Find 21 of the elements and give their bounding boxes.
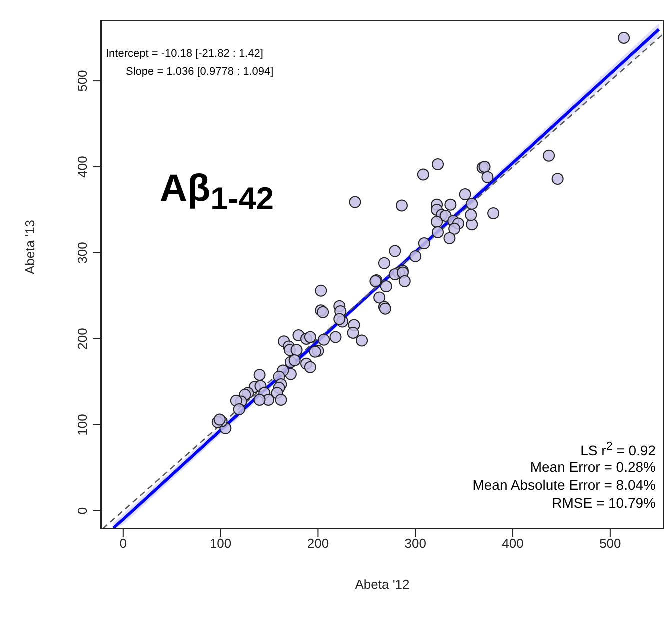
- y-axis-title: Abeta '13: [22, 220, 38, 274]
- y-tick-label: 200: [75, 328, 90, 350]
- x-tick-label: 300: [404, 536, 426, 552]
- annotation: LS r$^{2}$ = 0.92: [580, 440, 656, 459]
- annotation: RMSE = 10.79%: [552, 495, 656, 511]
- x-axis-title: Abeta '12: [355, 577, 410, 592]
- annotation: Mean Absolute Error = 8.04%: [472, 477, 656, 493]
- y-tick-label: 400: [75, 156, 90, 178]
- annotation: Slope = 1.036 [0.9778 : 1.094]: [126, 66, 274, 78]
- x-tick-label: 100: [210, 536, 232, 552]
- x-tick-label: 400: [502, 536, 524, 552]
- annotation: Intercept = -10.18 [-21.82 : 1.42]: [106, 48, 264, 60]
- x-tick-label: 200: [307, 536, 330, 552]
- x-tick-label: 500: [600, 536, 622, 552]
- y-tick-label: 500: [75, 70, 90, 92]
- annotation: Mean Error = 0.28%: [530, 459, 656, 475]
- y-tick-label: 100: [75, 414, 90, 436]
- x-tick-label: 0: [120, 536, 128, 552]
- y-tick-label: 300: [75, 242, 90, 264]
- y-tick-label: 0: [75, 507, 90, 515]
- annotation: Aβ$_{1-42}$: [160, 168, 274, 218]
